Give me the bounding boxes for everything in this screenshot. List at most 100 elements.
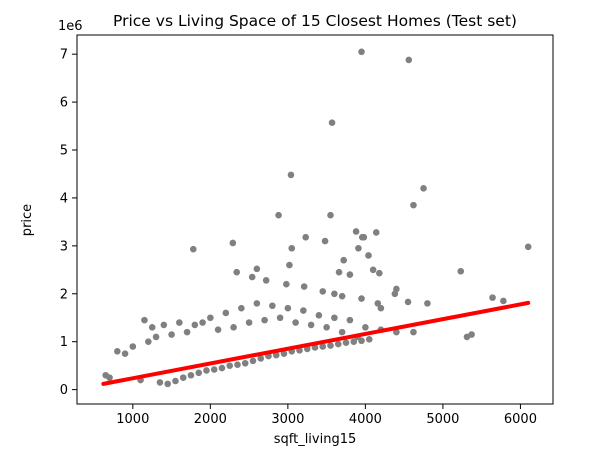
- data-point: [187, 371, 195, 379]
- data-point: [319, 288, 327, 295]
- data-point: [102, 371, 109, 379]
- data-point: [404, 298, 412, 306]
- data-point: [327, 342, 334, 349]
- data-point: [302, 233, 309, 241]
- y-axis-ticks: 0 1 2 3 4 5 6 7: [60, 48, 77, 398]
- data-point: [331, 290, 338, 298]
- data-point: [199, 319, 206, 326]
- data-point: [189, 245, 197, 253]
- y-axis-label: price: [20, 204, 35, 236]
- data-point: [315, 312, 323, 319]
- data-point: [358, 233, 366, 241]
- x-tick-label: 2000: [194, 412, 227, 427]
- data-point: [253, 300, 261, 307]
- data-point: [328, 119, 336, 126]
- data-point: [248, 273, 256, 281]
- data-point: [129, 343, 137, 350]
- x-tick-label: 6000: [504, 412, 537, 427]
- data-point: [238, 304, 245, 312]
- data-point: [524, 243, 532, 251]
- data-point: [283, 280, 290, 288]
- data-point: [183, 328, 191, 336]
- data-point: [261, 316, 268, 324]
- data-point: [500, 297, 507, 305]
- x-axis-ticks: 1000 2000 3000 4000 5000 6000: [116, 404, 537, 427]
- data-point: [352, 228, 360, 235]
- data-point: [323, 324, 330, 331]
- y-tick-label: 5: [60, 144, 68, 159]
- plot-frame: [76, 34, 554, 405]
- data-point: [365, 336, 373, 343]
- data-point: [489, 294, 496, 301]
- fit-line-layer: [101, 300, 531, 386]
- data-point: [230, 324, 237, 331]
- data-point: [218, 364, 226, 372]
- data-point: [410, 201, 417, 209]
- x-tick-label: 1000: [116, 412, 149, 427]
- data-point: [141, 316, 148, 324]
- data-point: [307, 321, 315, 329]
- data-point: [249, 357, 257, 365]
- data-point: [191, 321, 199, 329]
- regression-line: [101, 300, 531, 386]
- chart-title: Price vs Living Space of 15 Closest Home…: [113, 12, 517, 30]
- x-axis-label: sqft_living15: [274, 432, 357, 447]
- y-tick-label: 7: [60, 48, 68, 63]
- data-point: [160, 321, 168, 329]
- data-point: [284, 304, 292, 312]
- data-point: [121, 350, 129, 357]
- data-point: [338, 292, 346, 300]
- data-point: [148, 324, 156, 331]
- data-point: [346, 271, 354, 278]
- data-point: [280, 350, 288, 357]
- data-point: [355, 244, 362, 252]
- data-point: [214, 326, 222, 334]
- data-point: [300, 307, 307, 314]
- data-point: [405, 56, 413, 64]
- y-tick-label: 4: [60, 191, 68, 206]
- x-tick-label: 3000: [271, 412, 304, 427]
- data-point: [340, 256, 347, 264]
- data-point: [269, 302, 276, 310]
- data-point: [241, 359, 249, 367]
- data-point: [168, 331, 175, 338]
- data-point: [358, 337, 365, 345]
- data-point: [424, 300, 431, 307]
- data-point: [319, 343, 327, 350]
- y-tick-label: 3: [60, 239, 68, 254]
- data-point: [210, 366, 218, 373]
- data-point: [374, 300, 382, 307]
- data-point: [179, 374, 187, 381]
- data-point: [365, 252, 372, 259]
- data-point: [358, 295, 365, 302]
- data-point: [331, 314, 338, 322]
- data-point: [276, 314, 284, 322]
- data-point: [262, 277, 270, 284]
- data-point: [229, 239, 237, 247]
- data-point: [463, 333, 471, 341]
- data-point: [203, 367, 210, 374]
- y-offset-label: 1e6: [58, 19, 83, 34]
- data-point: [338, 328, 346, 336]
- data-point: [334, 340, 342, 348]
- data-point: [234, 361, 241, 369]
- data-point: [152, 333, 160, 341]
- data-point: [245, 319, 253, 326]
- data-point: [156, 379, 164, 386]
- y-tick-label: 1: [60, 335, 68, 350]
- data-point: [226, 362, 234, 369]
- data-point: [377, 304, 385, 312]
- data-point: [253, 265, 261, 273]
- data-point: [393, 328, 400, 336]
- data-point: [176, 319, 183, 326]
- data-point: [362, 324, 369, 331]
- data-point: [342, 339, 350, 346]
- y-tick-label: 6: [60, 96, 68, 111]
- data-point: [207, 314, 214, 322]
- data-point: [391, 290, 399, 298]
- data-point: [369, 266, 377, 274]
- data-point: [272, 351, 280, 359]
- data-point: [350, 338, 358, 346]
